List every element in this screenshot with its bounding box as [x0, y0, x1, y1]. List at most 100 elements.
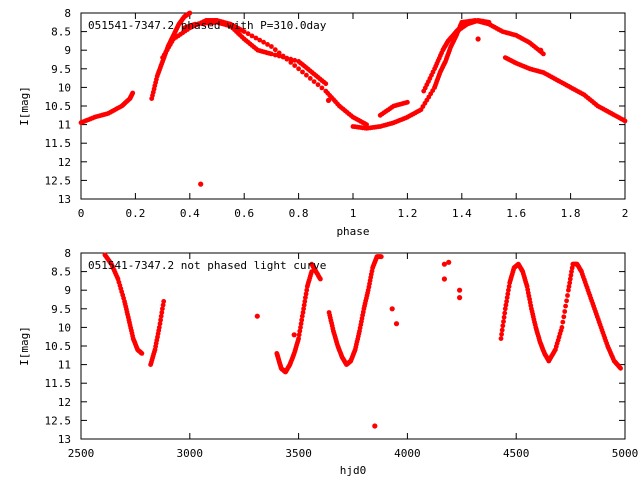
phased-chart-y-tick-label: 9.5 — [51, 63, 71, 76]
unphased-chart-data-point — [506, 284, 512, 289]
unphased-chart-y-tick-label: 11.5 — [45, 377, 72, 390]
phased-chart-data-point — [300, 69, 305, 75]
unphased-chart-xlabel: hjd0 — [340, 464, 367, 477]
unphased-chart-data-point — [566, 284, 572, 289]
phased-chart-y-tick-label: 12 — [58, 156, 71, 169]
phased-chart-data-point — [272, 52, 278, 58]
phased-chart-data-point — [475, 36, 481, 42]
phased-chart-xlabel: phase — [336, 225, 369, 238]
unphased-chart-data-point — [441, 261, 447, 267]
unphased-chart-data-point — [301, 306, 306, 312]
unphased-chart-data-point — [567, 276, 573, 282]
unphased-chart-data-point — [156, 325, 162, 330]
phased-chart-x-tick-label: 2 — [622, 207, 629, 220]
unphased-chart-data-point — [501, 319, 506, 324]
phased-chart-y-tick-label: 11.5 — [45, 137, 72, 150]
phased-chart-data-point — [323, 81, 329, 87]
unphased-chart-data-point — [297, 328, 303, 334]
unphased-chart-x-tick-label: 3500 — [285, 447, 312, 460]
unphased-chart-data-point — [300, 310, 306, 315]
unphased-chart-x-tick-label: 4000 — [394, 447, 421, 460]
phased-chart-y-tick-label: 8 — [64, 7, 71, 20]
unphased-chart-data-point — [498, 336, 504, 341]
unphased-chart-data-point — [158, 317, 164, 323]
phased-chart: 0 0.2 0.4 0.6 0.8 1 1.2 1.4 1.6 1.8 2 8 8.5 9 9.5 10 10… — [18, 7, 628, 238]
phased-chart-y-tick-label: 12.5 — [45, 174, 72, 187]
unphased-chart-data-point — [501, 314, 507, 320]
phased-chart-data-point — [269, 44, 274, 49]
phased-chart-x-tick-label: 0.4 — [180, 207, 200, 220]
unphased-chart-data-point — [500, 323, 506, 329]
phased-chart-data-point — [541, 51, 546, 57]
phased-chart-points — [78, 10, 628, 187]
unphased-chart-data-point — [296, 332, 302, 338]
unphased-chart-y-tick-label: 9 — [64, 284, 71, 297]
unphased-chart-y-tick-label: 12 — [58, 396, 71, 409]
phased-chart-data-point — [288, 56, 294, 62]
phased-chart-data-point — [269, 51, 274, 57]
unphased-chart-points — [102, 252, 623, 429]
unphased-chart-data-point — [254, 313, 260, 319]
unphased-chart-data-point — [499, 327, 505, 333]
phased-chart-data-point — [319, 85, 325, 91]
unphased-chart-data-point — [302, 299, 308, 304]
unphased-chart-data-point — [559, 325, 565, 330]
phased-chart-frame — [80, 12, 626, 200]
phased-chart-data-point — [130, 90, 136, 96]
phased-chart-x-tick-label: 0.2 — [125, 207, 145, 220]
phased-chart-data-point — [311, 79, 317, 84]
unphased-chart-data-point — [504, 295, 510, 300]
phased-chart-x-tick-label: 0 — [78, 207, 85, 220]
unphased-chart-data-point — [618, 365, 623, 371]
unphased-chart-ylabel: I[mag] — [18, 326, 31, 366]
unphased-chart-data-point — [159, 310, 165, 315]
phased-chart-ylabel: I[mag] — [18, 86, 31, 126]
phased-chart-data-point — [261, 39, 266, 45]
phased-chart-x-tick-label: 1.2 — [397, 207, 417, 220]
unphased-chart-data-point — [301, 302, 307, 308]
unphased-chart-data-point — [318, 276, 323, 282]
phased-chart-data-point — [249, 33, 255, 39]
unphased-chart-data-point — [504, 299, 509, 304]
unphased-chart-data-point — [561, 314, 567, 320]
unphased-chart-data-point — [296, 336, 301, 341]
phased-chart-data-point — [622, 118, 628, 124]
unphased-chart-data-point — [569, 269, 574, 274]
unphased-chart-y-tick-label: 8 — [64, 247, 71, 260]
unphased-chart-data-point — [563, 303, 568, 309]
phased-chart-data-point — [187, 10, 193, 16]
unphased-chart-data-point — [503, 302, 509, 308]
unphased-chart-y-tick-label: 10.5 — [45, 340, 72, 353]
phased-chart-data-point — [364, 122, 369, 127]
phased-chart-data-point — [307, 76, 313, 81]
phased-chart-data-point — [257, 37, 263, 43]
unphased-chart-data-point — [139, 351, 145, 356]
unphased-chart-data-point — [304, 287, 310, 293]
unphased-chart-y-tick-label: 10 — [58, 321, 71, 334]
phased-chart-data-point — [538, 47, 544, 53]
unphased-chart-data-point — [298, 325, 303, 330]
unphased-chart-x-tick-label: 4500 — [503, 447, 530, 460]
phased-chart-data-point — [405, 99, 410, 105]
unphased-chart-data-point — [560, 319, 566, 325]
phased-chart-data-point — [296, 66, 301, 72]
unphased-chart-x-tick-label: 5000 — [612, 447, 639, 460]
unphased-chart-x-axis: 2500 3000 3500 4000 4500 5000 — [68, 253, 639, 460]
unphased-chart-data-point — [389, 306, 395, 312]
unphased-chart-x-tick-label: 3000 — [177, 447, 204, 460]
unphased-chart-data-point — [567, 280, 573, 286]
phased-chart-data-point — [265, 42, 270, 47]
unphased-chart-data-point — [291, 332, 297, 338]
unphased-chart-data-point — [299, 313, 305, 319]
unphased-chart-data-point — [562, 309, 568, 314]
unphased-chart-data-point — [499, 331, 504, 337]
phased-chart-x-tick-label: 1.6 — [506, 207, 526, 220]
unphased-chart-data-point — [378, 254, 384, 260]
unphased-chart-title: 051541-7347.2 not phased light curve — [88, 259, 326, 272]
phased-chart-data-point — [241, 29, 247, 34]
phased-chart-title: 051541-7347.2 phased with P=310.0day — [88, 19, 327, 32]
unphased-chart-data-point — [441, 276, 447, 282]
unphased-chart-y-tick-label: 12.5 — [45, 414, 72, 427]
unphased-chart-data-point — [303, 291, 309, 297]
